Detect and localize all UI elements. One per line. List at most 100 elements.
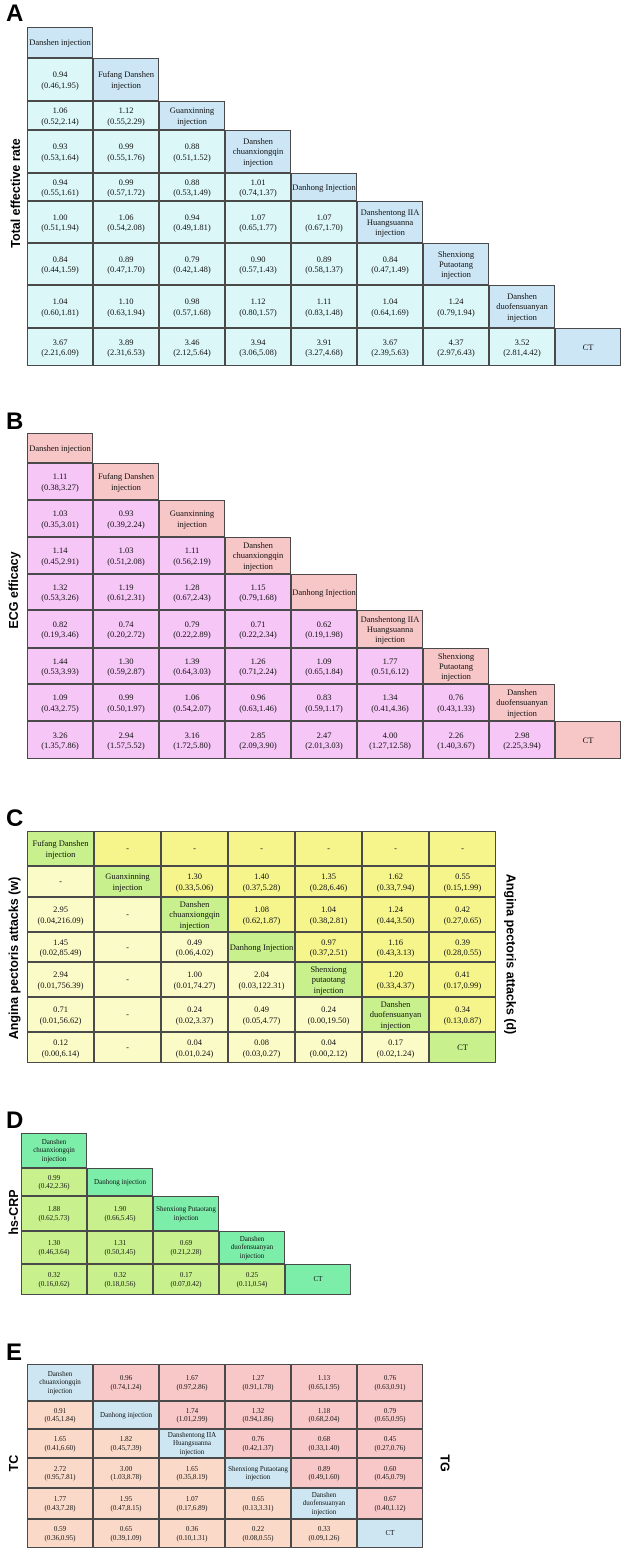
confidence-interval: (0.42,1.48) (173, 264, 211, 274)
confidence-interval: (2.97,6.43) (437, 347, 475, 357)
panel-c-upper-cell: - (228, 831, 295, 866)
confidence-interval: (1.57,5.52) (107, 740, 145, 750)
confidence-interval: (0.80,1.57) (239, 306, 277, 317)
panel-c-comparison-cell: - (94, 1032, 161, 1063)
confidence-interval: (0.28,6.46) (309, 881, 348, 892)
confidence-interval: (0.52,2.14) (41, 115, 79, 126)
treatment-name: Danshentong IIA Huangsuanna injection (167, 1430, 217, 1456)
panel-c-comparison-cell: - (94, 932, 161, 962)
effect-estimate: 1.82 (119, 1435, 133, 1444)
effect-estimate: 0.93 (118, 508, 134, 519)
effect-estimate: 0.84 (382, 253, 398, 264)
effect-estimate: 0.17 (179, 1271, 193, 1280)
effect-estimate: 1.18 (317, 1406, 331, 1415)
panel-b-treatment-label: Guanxinning injection (159, 500, 225, 537)
effect-estimate: 1.11 (52, 471, 68, 482)
effect-estimate: 0.24 (321, 1004, 336, 1015)
effect-estimate: 1.03 (118, 545, 134, 556)
confidence-interval: (0.53,3.26) (41, 592, 79, 602)
treatment-name: Shenxiong putaotang injection (310, 964, 347, 995)
panel-e-upper-cell: 1.67 (0.97,2.86) (159, 1364, 225, 1401)
treatment-name: Shenxiong Putaotang injection (437, 248, 475, 280)
confidence-interval: (0.01,56.62) (39, 1014, 82, 1025)
confidence-interval: (1.01,2.99) (176, 1415, 208, 1423)
confidence-interval: (0.65,1.95) (308, 1382, 340, 1391)
effect-estimate: 0.76 (383, 1374, 397, 1383)
effect-estimate: 3.16 (184, 729, 200, 740)
confidence-interval: (0.47,1.70) (107, 264, 145, 274)
effect-estimate: 1.07 (185, 1495, 199, 1504)
panel-c-comparison-cell: 0.24 (0.02,3.37) (161, 997, 228, 1032)
panel-c-upper-cell: 1.24 (0.44,3.50) (362, 897, 429, 932)
effect-estimate: 0.69 (179, 1239, 193, 1248)
effect-estimate: 3.67 (382, 336, 398, 347)
effect-estimate: 0.67 (383, 1495, 397, 1504)
effect-estimate: 0.08 (254, 1037, 269, 1048)
effect-estimate: 0.25 (245, 1271, 259, 1280)
panel-e-comparison-cell: 0.36 (0.10,1.31) (159, 1519, 225, 1548)
panel-c-comparison-cell: 0.24 (0.00,19.50) (295, 997, 362, 1032)
panel-c-treatment-label: Danshen chuanxiongqin injection (161, 897, 228, 932)
panel-a-left-axis-label: Total effective rate (8, 138, 23, 248)
panel-a-comparison-cell: 0.98 (0.57,1.68) (159, 285, 225, 328)
effect-estimate: 1.11 (316, 296, 332, 307)
confidence-interval: (0.57,1.68) (173, 306, 211, 317)
confidence-interval: (0.45,7.39) (110, 1443, 142, 1452)
panel-c-upper-cell: 0.55 (0.15,1.99) (429, 866, 496, 897)
confidence-interval: (0.41,6.60) (44, 1443, 76, 1452)
effect-estimate: 0.91 (53, 1406, 67, 1415)
confidence-interval: (2.01,3.03) (305, 740, 343, 750)
confidence-interval: (0.03,122.31) (238, 979, 285, 990)
panel-e-upper-cell: 0.76 (0.63,0.91) (357, 1364, 423, 1401)
effect-estimate: 1.04 (321, 904, 336, 915)
effect-estimate: 0.59 (53, 1525, 67, 1534)
confidence-interval: (0.51,1.52) (173, 151, 211, 162)
panel-e-letter: E (6, 1339, 23, 1366)
effect-estimate: 1.32 (251, 1406, 265, 1415)
panel-e-upper-cell: 1.32 (0.94,1.86) (225, 1401, 291, 1429)
effect-estimate: 3.91 (316, 336, 332, 347)
confidence-interval: (0.67,1.70) (305, 222, 343, 232)
effect-estimate: 0.49 (187, 936, 202, 947)
confidence-interval: (0.40,1.12) (374, 1503, 406, 1512)
effect-estimate: 0.12 (53, 1037, 68, 1048)
panel-b-comparison-cell: 1.30 (0.59,2.87) (93, 648, 159, 684)
confidence-interval: (0.50,1.97) (107, 702, 145, 713)
panel-c-treatment-label: Danshen duofensuanyan injection (362, 997, 429, 1032)
effect-estimate: 0.33 (317, 1525, 331, 1534)
panel-e-treatment-label: Shenxiong Putaotang injection (225, 1458, 291, 1488)
panel-a-comparison-cell: 1.06 (0.52,2.14) (27, 101, 93, 130)
treatment-name: Danhong Injection (292, 586, 356, 597)
panel-e-comparison-cell: 0.65 (0.13,3.31) (225, 1488, 291, 1519)
effect-estimate: 2.85 (250, 729, 266, 740)
effect-estimate: 1.30 (118, 655, 134, 666)
effect-estimate: 1.09 (316, 655, 332, 666)
confidence-interval: (0.59,1.17) (305, 702, 343, 713)
panel-c-comparison-cell: - (27, 866, 94, 897)
panel-e-upper-cell: 1.27 (0.91,1.78) (225, 1364, 291, 1401)
effect-estimate: 0.89 (316, 253, 332, 264)
panel-e-comparison-cell: 0.33 (0.09,1.26) (291, 1519, 357, 1548)
confidence-interval: (0.17,0.99) (443, 979, 482, 990)
panel-c-upper-cell: 1.30 (0.33,5.06) (161, 866, 228, 897)
effect-estimate: - (461, 843, 464, 854)
panel-c-comparison-cell: - (94, 997, 161, 1032)
effect-estimate: 1.28 (184, 581, 200, 592)
panel-b-comparison-cell: 1.34 (0.41,4.36) (357, 684, 423, 721)
treatment-name: Danshen chuanxiongqin injection (232, 136, 284, 167)
confidence-interval: (0.53,1.64) (41, 151, 79, 162)
effect-estimate: 0.93 (52, 141, 68, 152)
panel-a-comparison-cell: 1.06 (0.54,2.08) (93, 201, 159, 243)
panel-a-treatment-label: Danshen injection (27, 27, 93, 58)
effect-estimate: 1.19 (118, 581, 134, 592)
panel-e-upper-cell: 0.96 (0.74,1.24) (93, 1364, 159, 1401)
panel-a-comparison-cell: 0.84 (0.47,1.49) (357, 243, 423, 285)
confidence-interval: (1.03,8.78) (110, 1473, 142, 1481)
confidence-interval: (0.03,0.27) (242, 1047, 281, 1058)
panel-a-comparison-cell: 1.01 (0.74,1.37) (225, 173, 291, 201)
panel-a-comparison-cell: 1.00 (0.51,1.94) (27, 201, 93, 243)
panel-b-comparison-cell: 0.74 (0.20,2.72) (93, 610, 159, 648)
effect-estimate: - (327, 843, 330, 854)
panel-e-upper-cell: 1.18 (0.68,2.04) (291, 1401, 357, 1429)
confidence-interval: (0.95,7.81) (44, 1473, 76, 1481)
